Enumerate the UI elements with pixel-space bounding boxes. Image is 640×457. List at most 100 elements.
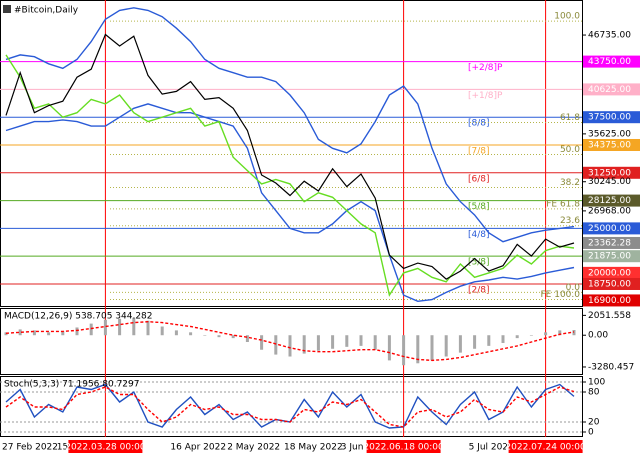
series-line — [5, 103, 575, 303]
histogram-bar — [331, 335, 335, 349]
series-line — [5, 386, 575, 428]
level-label: [8/8] — [468, 119, 490, 129]
histogram-bar — [345, 335, 349, 347]
x-tick-label: 15 — [57, 443, 68, 453]
fib-label: 38.2 — [560, 178, 580, 188]
histogram-bar — [544, 332, 548, 336]
histogram-bar — [18, 329, 22, 336]
histogram-bar — [174, 330, 178, 336]
histogram-bar — [260, 335, 264, 350]
x-tick-label: 16 Apr 2022 — [170, 443, 226, 453]
histogram-bar — [4, 332, 8, 336]
level-label: [+1/8]P — [468, 91, 503, 101]
x-tick-label: 2 May 2022 — [227, 443, 280, 453]
level-label: [5/8] — [468, 202, 490, 212]
y-tick-label: 20000.00 — [588, 268, 631, 278]
x-tick-label: 2022.03.28 00:00 — [65, 443, 146, 453]
histogram-bar — [160, 326, 164, 336]
fib-label: 0.0 — [566, 283, 581, 293]
histogram-bar — [558, 330, 562, 336]
histogram-bar — [245, 335, 249, 342]
y-tick-label: 31250.00 — [588, 168, 631, 178]
y-tick-label: 0.00 — [588, 331, 608, 341]
histogram-bar — [118, 318, 122, 336]
y-tick-label: 20 — [588, 418, 600, 428]
histogram-bar — [89, 323, 93, 336]
histogram-bar — [316, 335, 320, 351]
y-tick-label: 30245.00 — [588, 177, 631, 187]
histogram-bar — [473, 335, 477, 349]
y-tick-label: 0 — [588, 428, 594, 438]
histogram-bar — [203, 335, 207, 336]
level-label: [7/8] — [468, 146, 490, 156]
x-tick-label: 3 Jun — [341, 443, 364, 453]
series-line — [5, 7, 575, 243]
level-label: [2/8] — [468, 285, 490, 295]
histogram-bar — [444, 335, 448, 357]
symbol-icon — [3, 5, 11, 13]
histogram-bar — [359, 335, 363, 346]
fib-label: 61.8 — [560, 113, 580, 123]
stoch-title: Stoch(5,3,3) 71.1956 80.7297 — [4, 380, 139, 390]
y-tick-label: 25000.00 — [588, 224, 631, 234]
y-tick-label: 46735.00 — [588, 31, 631, 41]
histogram-bar — [402, 335, 406, 366]
main-panel — [0, 0, 583, 307]
y-tick-label: 23362.28 — [588, 238, 631, 248]
fib-label: FE 61.8 — [546, 199, 580, 209]
histogram-bar — [515, 335, 519, 339]
histogram-bar — [61, 331, 65, 336]
fib-label: 100.0 — [554, 12, 580, 22]
price-box — [583, 236, 640, 249]
y-tick-label: 40625.00 — [588, 85, 631, 95]
price-box — [583, 83, 640, 96]
histogram-bar — [416, 335, 420, 364]
price-box — [583, 166, 640, 179]
date-box — [508, 440, 583, 453]
macd-title: MACD(12,26,9) 538.705 344.282 — [4, 312, 153, 322]
date-box — [366, 440, 441, 453]
series-line — [5, 33, 575, 280]
y-tick-label: 37500.00 — [588, 113, 631, 123]
histogram-bar — [302, 335, 306, 354]
x-tick-label: 2022.06.18 00:00 — [363, 443, 444, 453]
y-tick-label: 100 — [588, 378, 605, 388]
x-tick-label: 27 Feb 2022 — [2, 443, 58, 453]
date-box — [68, 440, 143, 453]
histogram-bar — [430, 335, 434, 361]
fib-label: FE 100.0 — [541, 290, 581, 300]
price-box — [583, 277, 640, 290]
price-box — [583, 194, 640, 207]
x-tick-label: 2022.07.24 00:00 — [505, 443, 586, 453]
y-tick-label: 35625.00 — [588, 129, 631, 139]
level-label: [6/8] — [468, 174, 490, 184]
y-tick-label: 2051.558 — [588, 311, 631, 321]
histogram-bar — [75, 327, 79, 336]
histogram-bar — [274, 335, 278, 355]
y-tick-label: 80 — [588, 388, 600, 398]
level-label: [+2/8]P — [468, 63, 503, 73]
y-tick-label: -3280.457 — [588, 362, 634, 372]
stoch-panel — [0, 376, 583, 437]
y-tick-label: 28125.00 — [588, 196, 631, 206]
histogram-bar — [387, 335, 391, 361]
histogram-bar — [217, 335, 221, 338]
price-box — [583, 294, 640, 307]
histogram-bar — [103, 319, 107, 336]
histogram-bar — [529, 335, 533, 336]
y-tick-label: 21875.00 — [588, 252, 631, 262]
histogram-bar — [288, 335, 292, 357]
series-line — [5, 320, 575, 362]
histogram-bar — [572, 330, 576, 336]
y-tick-label: 43750.00 — [588, 57, 631, 67]
fib-label: 23.6 — [560, 216, 580, 226]
price-box — [583, 222, 640, 235]
histogram-bar — [32, 330, 36, 336]
macd-panel — [0, 308, 583, 375]
level-label: [4/8] — [468, 230, 490, 240]
histogram-bar — [231, 335, 235, 339]
series-line — [5, 54, 575, 297]
histogram-bar — [487, 335, 491, 346]
